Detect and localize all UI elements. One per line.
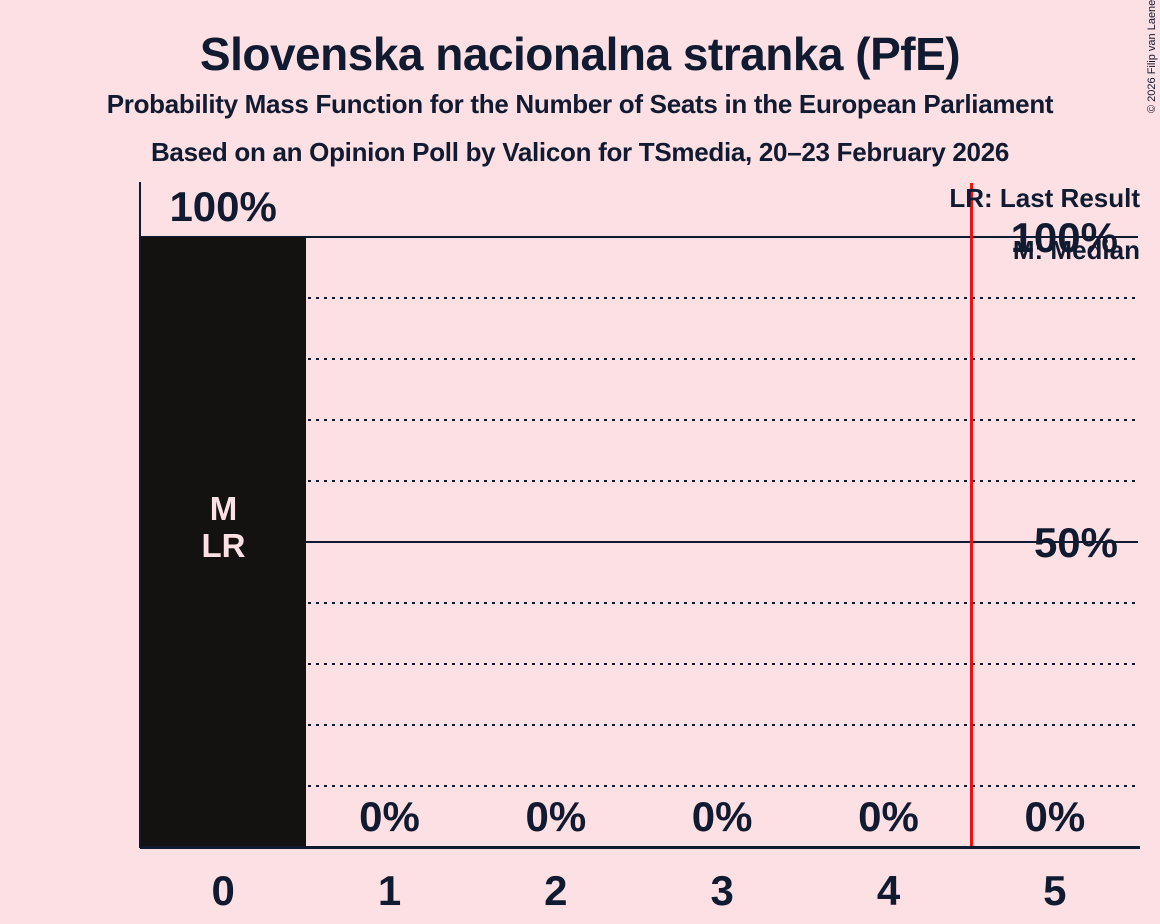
gridline-dotted bbox=[140, 480, 1138, 482]
bar-value-label: 0% bbox=[858, 793, 919, 840]
x-tick-label: 1 bbox=[377, 867, 402, 914]
gridline-dotted bbox=[140, 419, 1138, 421]
bar-value-label: 0% bbox=[525, 793, 587, 840]
bar-value-label: 100% bbox=[169, 183, 277, 230]
bar-annotation-markers: M LR bbox=[140, 490, 307, 564]
y-axis-label-100: 100% bbox=[1010, 214, 1118, 261]
poll-source-line: Based on an Opinion Poll by Valicon for … bbox=[150, 137, 1010, 167]
bar-value-label: 0% bbox=[359, 793, 420, 840]
last-result-marker: LR bbox=[201, 527, 246, 564]
x-tick-label: 2 bbox=[544, 867, 568, 914]
gridline-dotted bbox=[140, 358, 1138, 360]
chart-subtitle: Probability Mass Function for the Number… bbox=[106, 89, 1054, 119]
gridline-solid bbox=[140, 236, 1138, 238]
y-axis-label-50: 50% bbox=[1033, 519, 1118, 566]
copyright-notice: © 2026 Filip van Laenen bbox=[1146, 0, 1158, 113]
legend-last-result: LR: Last Result bbox=[949, 183, 1140, 213]
chart-title: Slovenska nacionalna stranka (PfE) bbox=[199, 28, 961, 80]
vertical-reference-line bbox=[970, 183, 974, 847]
pmf-bar bbox=[140, 237, 307, 847]
y-axis-line bbox=[139, 182, 141, 848]
x-tick-label: 3 bbox=[710, 867, 734, 914]
gridline-dotted bbox=[140, 297, 1138, 299]
gridline-dotted bbox=[140, 724, 1138, 726]
bar-value-label: 0% bbox=[691, 793, 753, 840]
bar-value-label: 0% bbox=[1024, 793, 1086, 840]
x-axis-line bbox=[140, 846, 1140, 849]
x-tick-label: 0 bbox=[211, 867, 235, 914]
x-tick-label: 4 bbox=[876, 867, 901, 914]
gridline-dotted bbox=[140, 785, 1138, 787]
legend-median: M: Median bbox=[1012, 235, 1140, 265]
median-marker: M bbox=[209, 490, 238, 527]
gridline-solid bbox=[140, 541, 1138, 543]
x-tick-label: 5 bbox=[1043, 867, 1067, 914]
gridline-dotted bbox=[140, 663, 1138, 665]
gridline-dotted bbox=[140, 602, 1138, 604]
